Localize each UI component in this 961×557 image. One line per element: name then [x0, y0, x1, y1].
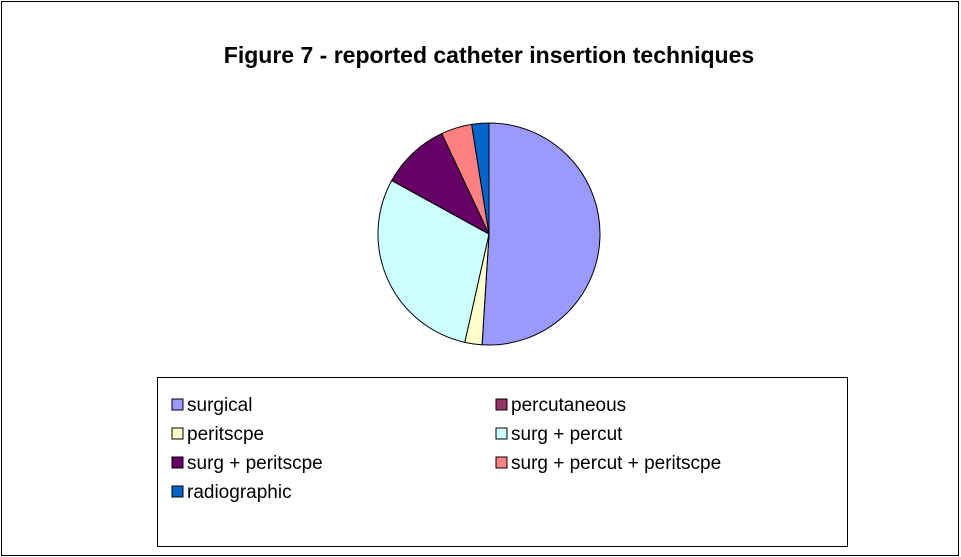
legend-swatch [171, 485, 184, 498]
pie-slice [471, 122, 490, 235]
legend-label: radiographic [187, 482, 292, 503]
legend-label: surg + percut [511, 424, 623, 445]
pie-slice [481, 122, 601, 346]
legend-label: surg + peritscpe [187, 453, 323, 474]
legend-swatch [171, 427, 184, 440]
chart-title: Figure 7 - reported catheter insertion t… [224, 42, 754, 68]
legend-swatch [495, 398, 508, 411]
legend-label: peritscpe [187, 424, 264, 445]
legend-swatch [495, 456, 508, 469]
legend-label: surg + percut + peritscpe [511, 453, 721, 474]
legend-swatch [171, 456, 184, 469]
legend-swatch [171, 398, 184, 411]
legend-label: percutaneous [511, 395, 626, 416]
legend-label: surgical [187, 395, 252, 416]
pie-slice [377, 179, 490, 343]
legend-swatch [495, 427, 508, 440]
